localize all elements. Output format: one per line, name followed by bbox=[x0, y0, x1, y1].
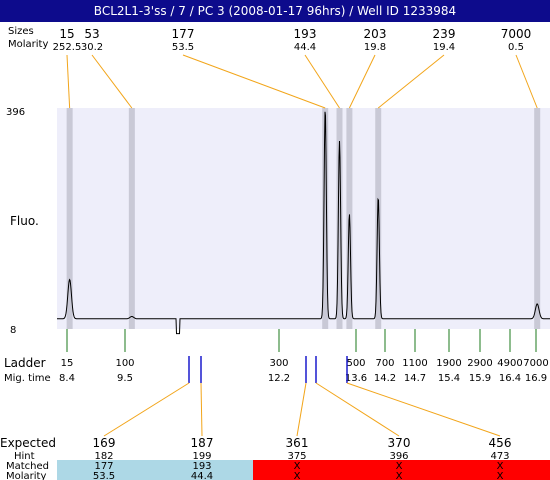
peak-connector bbox=[182, 54, 326, 109]
matched-value: X bbox=[497, 461, 504, 472]
peak-connectors bbox=[66, 54, 538, 109]
peak-connector bbox=[66, 54, 71, 109]
ladder-label: Ladder bbox=[4, 356, 46, 370]
peak-band bbox=[322, 108, 329, 329]
matched-molarity-value: X bbox=[294, 471, 301, 480]
peak-molarity-label: 44.4 bbox=[294, 42, 316, 53]
ladder-size-label: 2900 bbox=[467, 358, 492, 369]
ladder-size-label: 300 bbox=[269, 358, 288, 369]
matched-value: 193 bbox=[192, 461, 211, 472]
peak-molarity-label: 19.4 bbox=[433, 42, 455, 53]
matched-value: 177 bbox=[94, 461, 113, 472]
ladder-size-label: 4900 bbox=[497, 358, 522, 369]
ladder-size-label: 100 bbox=[115, 358, 134, 369]
matched-value: X bbox=[396, 461, 403, 472]
molarity-label: Molarity bbox=[8, 39, 48, 50]
expected-table: 16918217753.518719919344.4361375XX370396… bbox=[93, 436, 512, 480]
expected-connector bbox=[200, 382, 203, 437]
peak-molarity-label: 30.2 bbox=[81, 42, 103, 53]
ladder-time-label: 15.4 bbox=[438, 373, 460, 384]
ladder-time-label: 16.4 bbox=[499, 373, 521, 384]
chart-title: BCL2L1-3'ss / 7 / PC 3 (2008-01-17 96hrs… bbox=[0, 0, 550, 22]
peak-molarity-label: 53.5 bbox=[172, 42, 194, 53]
expected-value: 169 bbox=[93, 436, 116, 450]
ladder-time-label: 14.2 bbox=[374, 373, 396, 384]
expected-connector bbox=[296, 382, 307, 437]
peak-band bbox=[534, 108, 541, 329]
peak-molarity-label: 19.8 bbox=[364, 42, 386, 53]
hint-value: 473 bbox=[490, 451, 509, 462]
ladder-size-label: 1100 bbox=[402, 358, 427, 369]
peak-connector bbox=[515, 54, 538, 109]
peak-molarity-label: 0.5 bbox=[508, 42, 524, 53]
peak-size-label: 177 bbox=[172, 27, 195, 41]
peak-connector bbox=[348, 54, 376, 109]
peak-connector bbox=[91, 54, 133, 109]
peak-size-label: 193 bbox=[294, 27, 317, 41]
y-min-tick: 8 bbox=[10, 325, 16, 336]
peak-connector bbox=[377, 54, 445, 109]
ladder-time-label: 14.7 bbox=[404, 373, 426, 384]
hint-value: 182 bbox=[94, 451, 113, 462]
matched-value: X bbox=[294, 461, 301, 472]
expected-value: 361 bbox=[286, 436, 309, 450]
ladder-time-label: 9.5 bbox=[117, 373, 133, 384]
sizes-label: Sizes bbox=[8, 26, 34, 37]
matched-molarity-value: 53.5 bbox=[93, 471, 115, 480]
matched-ok-background bbox=[57, 460, 253, 480]
ladder-time-label: 16.9 bbox=[525, 373, 547, 384]
peak-size-label: 203 bbox=[364, 27, 387, 41]
matched-label: Matched bbox=[6, 461, 49, 472]
peak-size-label: 7000 bbox=[501, 27, 532, 41]
matched-molarity-value: X bbox=[497, 471, 504, 480]
peak-connector bbox=[304, 54, 340, 109]
matched-molarity-value: X bbox=[396, 471, 403, 480]
peak-molarity-label: 252.5 bbox=[53, 42, 82, 53]
peak-size-label: 15 bbox=[59, 27, 74, 41]
molarity-bottom-label: Molarity bbox=[6, 471, 46, 480]
ladder-row: 15 8.4 100 9.5 300 12.2 500 13.6 700 14.2 1100 14.7… bbox=[59, 329, 549, 384]
hint-value: 375 bbox=[287, 451, 306, 462]
peak-size-label: 53 bbox=[84, 27, 99, 41]
fluorescence-trace bbox=[57, 111, 550, 335]
mig-time-label: Mig. time bbox=[4, 373, 51, 384]
ladder-size-label: 1900 bbox=[436, 358, 461, 369]
peak-band bbox=[336, 108, 343, 329]
peak-band bbox=[128, 108, 135, 329]
expected-markers bbox=[103, 356, 501, 437]
hint-value: 396 bbox=[389, 451, 408, 462]
matched-molarity-value: 44.4 bbox=[191, 471, 213, 480]
y-max-tick: 396 bbox=[6, 107, 25, 118]
ladder-time-label: 13.6 bbox=[345, 373, 367, 384]
expected-value: 187 bbox=[191, 436, 214, 450]
plot-area bbox=[57, 108, 550, 329]
peak-band bbox=[66, 108, 73, 329]
expected-label: Expected bbox=[0, 436, 56, 450]
ladder-time-label: 12.2 bbox=[268, 373, 290, 384]
expected-connector bbox=[315, 382, 400, 437]
peak-band bbox=[375, 108, 382, 329]
ladder-size-label: 7000 bbox=[523, 358, 548, 369]
ladder-time-label: 15.9 bbox=[469, 373, 491, 384]
expected-value: 370 bbox=[388, 436, 411, 450]
hint-label: Hint bbox=[14, 451, 35, 462]
fluo-axis-label: Fluo. bbox=[10, 214, 39, 228]
expected-connector bbox=[103, 382, 190, 437]
hint-value: 199 bbox=[192, 451, 211, 462]
expected-value: 456 bbox=[489, 436, 512, 450]
peak-size-label: 239 bbox=[433, 27, 456, 41]
expected-connector bbox=[346, 382, 501, 437]
matched-fail-background bbox=[253, 460, 550, 480]
ladder-size-label: 15 bbox=[61, 358, 74, 369]
ladder-size-label: 700 bbox=[375, 358, 394, 369]
ladder-time-label: 8.4 bbox=[59, 373, 75, 384]
ladder-size-label: 500 bbox=[346, 358, 365, 369]
